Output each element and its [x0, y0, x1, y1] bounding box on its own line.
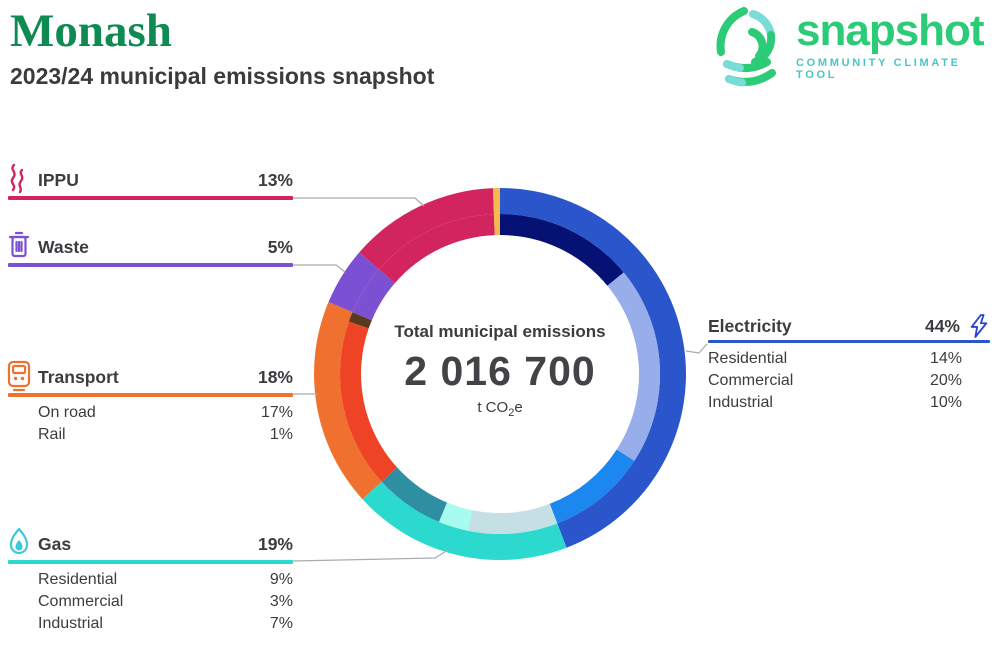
legend-gas-pct: 19% — [257, 533, 293, 554]
unit-subscript: 2 — [508, 407, 515, 419]
donut-outer-ring — [314, 188, 687, 560]
sub-label: Residential — [38, 571, 118, 588]
snapshot-logo: snapshot COMMUNITY CLIMATE TOOL — [710, 2, 1000, 88]
sub-label: Residential — [708, 350, 788, 367]
donut-subsector-gas-residential[interactable] — [467, 503, 558, 534]
sub-label: Industrial — [38, 615, 103, 632]
donut-sector-ippu[interactable] — [359, 188, 494, 270]
legend-transport: Transport 18% On road 17% Rail 1% — [7, 360, 293, 446]
sub-value: 9% — [269, 571, 293, 588]
legend-electricity-industrial: Industrial 10% — [708, 392, 990, 414]
sub-label: Commercial — [708, 372, 794, 389]
legend-ippu-pct: 13% — [257, 169, 293, 190]
legend-gas-label: Gas — [38, 533, 72, 554]
sub-value: 7% — [269, 615, 293, 632]
sub-value: 3% — [269, 593, 293, 610]
donut-subsector-transport-rail[interactable] — [348, 312, 372, 329]
sub-value: 1% — [269, 426, 293, 443]
legend-gas-commercial: Commercial 3% — [8, 591, 293, 613]
donut-center-label: Total municipal emissions 2 016 700 t CO… — [360, 322, 640, 419]
smoke-icon — [10, 163, 24, 194]
donut-sector-waste[interactable] — [328, 252, 379, 313]
legend-transport-onroad: On road 17% — [8, 402, 293, 424]
legend-waste-pct: 5% — [267, 236, 293, 257]
unit-prefix: t CO — [477, 399, 509, 416]
legend-gas-industrial: Industrial 7% — [8, 613, 293, 635]
legend-transport-label: Transport — [38, 366, 119, 387]
donut-inner-ring — [340, 214, 660, 534]
legend-gas: Gas 19% Residential 9% Commercial 3% Ind… — [8, 527, 293, 635]
total-emissions-label: Total municipal emissions — [394, 322, 606, 341]
legend-electricity: Electricity 44% Residential 14% Commerci… — [708, 314, 990, 414]
legend-electricity-residential: Residential 14% — [708, 348, 990, 370]
legend-transport-pct: 18% — [257, 366, 293, 387]
total-emissions-value: 2 016 700 — [404, 348, 596, 394]
total-emissions-unit: t CO2e — [360, 399, 640, 419]
donut-subsector-electricity-commercial[interactable] — [607, 272, 660, 461]
legend-waste: Waste 5% — [8, 231, 293, 267]
legend-ippu: IPPU 13% — [8, 163, 293, 200]
legend-waste-label: Waste — [38, 236, 89, 257]
donut-subsector-electricity-residential[interactable] — [500, 214, 624, 286]
sub-value: 20% — [929, 372, 962, 389]
sub-label: Commercial — [38, 593, 124, 610]
legend-gas-rule — [8, 560, 293, 564]
sub-label: Rail — [38, 426, 66, 443]
legend-electricity-commercial: Commercial 20% — [708, 370, 990, 392]
trash-can-icon — [8, 231, 30, 258]
donut-subsector-gas-industrial[interactable] — [381, 467, 448, 522]
unit-suffix: e — [514, 399, 523, 416]
donut-subsector-waste-waste[interactable] — [352, 269, 395, 321]
snapshot-logo-icon — [716, 7, 776, 87]
legend-waste-rule — [8, 263, 293, 267]
sub-value: 17% — [260, 404, 293, 421]
donut-subsector-ippu-ippu[interactable] — [378, 214, 495, 284]
snapshot-logo-text: snapshot COMMUNITY CLIMATE TOOL — [796, 2, 1000, 81]
legend-transport-rail: Rail 1% — [8, 424, 293, 446]
sub-value: 14% — [929, 350, 962, 367]
legend-ippu-rule — [8, 196, 293, 200]
legend-gas-residential: Residential 9% — [8, 569, 293, 591]
sub-label: Industrial — [708, 394, 773, 411]
header: Monash 2023/24 municipal emissions snaps… — [10, 4, 434, 90]
lightning-bolt-icon — [970, 314, 988, 338]
legend-electricity-pct: 44% — [924, 315, 960, 336]
page-title: Monash — [10, 5, 172, 57]
donut-sector-unlabelled[interactable] — [492, 188, 500, 215]
legend-transport-rule — [8, 393, 293, 397]
donut-subsector-transport-on-road[interactable] — [340, 321, 398, 482]
donut-sector-electricity[interactable] — [500, 188, 687, 548]
leader-line-electricity — [685, 343, 708, 354]
snapshot-tagline: COMMUNITY CLIMATE TOOL — [796, 57, 961, 82]
page-subtitle: 2023/24 municipal emissions snapshot — [10, 63, 435, 90]
legend-electricity-rule — [708, 340, 990, 343]
legend-ippu-label: IPPU — [38, 169, 79, 190]
sub-value: 10% — [929, 394, 962, 411]
sub-label: On road — [38, 404, 96, 421]
donut-subsector-unlabelled-unlabelled[interactable] — [493, 214, 500, 236]
train-icon — [7, 360, 31, 392]
legend-electricity-label: Electricity — [708, 315, 792, 336]
donut-subsector-gas-commercial[interactable] — [439, 502, 473, 531]
donut-subsector-electricity-industrial[interactable] — [549, 449, 635, 524]
snapshot-wordmark: snapshot — [796, 6, 985, 55]
leader-line-waste — [293, 264, 346, 273]
leader-line-gas — [292, 549, 449, 562]
leader-line-ippu — [293, 197, 425, 207]
donut-sector-gas[interactable] — [362, 481, 567, 560]
donut-sector-transport[interactable] — [314, 302, 382, 500]
flame-icon — [9, 527, 29, 555]
